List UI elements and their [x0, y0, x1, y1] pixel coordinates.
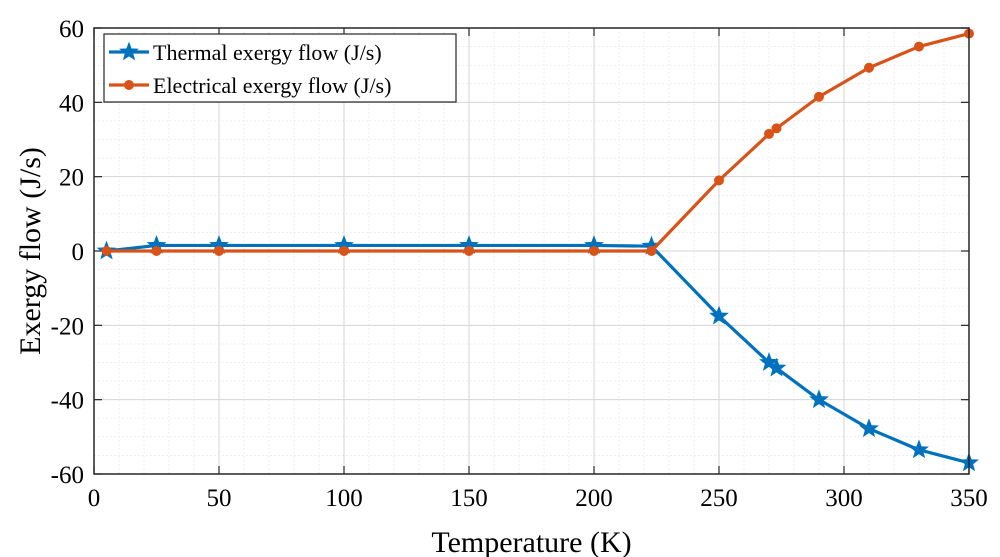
data-point-star [859, 418, 879, 438]
y-tick-label: -40 [51, 388, 84, 415]
data-point-circle [764, 128, 774, 139]
data-point-star [709, 305, 729, 325]
x-tick-label: 200 [575, 485, 613, 512]
legend-label: Electrical exergy flow (J/s) [153, 73, 391, 98]
x-axis-ticks: 0 50 100 150 200 250 300 350 [88, 28, 988, 512]
x-tick-label: 100 [325, 485, 363, 512]
series-line [106, 243, 970, 465]
y-tick-label: -20 [51, 313, 84, 340]
data-point-star [809, 389, 829, 409]
x-tick-label: 250 [700, 485, 738, 512]
data-point-circle [101, 246, 112, 256]
y-tick-label: -60 [51, 462, 84, 489]
y-tick-label: 60 [59, 16, 84, 43]
series-line [106, 32, 970, 253]
data-point-circle [771, 123, 782, 134]
y-tick-label: 20 [59, 165, 84, 192]
legend-box [103, 33, 457, 103]
data-point-circle [464, 246, 474, 256]
data-point-circle [864, 62, 874, 73]
data-point-circle [814, 91, 824, 102]
data-point-circle [339, 246, 349, 256]
data-point-circle [589, 246, 599, 256]
x-tick-label: 50 [207, 485, 232, 512]
data-point-circle [151, 246, 162, 256]
y-tick-label: 0 [72, 239, 85, 266]
legend-marker [124, 80, 134, 90]
data-point-circle [714, 175, 724, 186]
x-tick-label: 0 [88, 485, 101, 512]
legend: Thermal exergy flow (J/s) Electrical exer… [103, 33, 457, 103]
data-point-star [766, 357, 787, 377]
x-tick-label: 300 [825, 485, 863, 512]
data-point-circle [914, 41, 924, 52]
data-point-circle [646, 246, 657, 256]
plot-frame [93, 27, 970, 475]
legend-label: Thermal exergy flow (J/s) [153, 40, 382, 65]
series-electrical [101, 28, 974, 256]
data-series [96, 28, 979, 472]
data-point-circle [214, 246, 224, 256]
y-axis-title: Exergy flow (J/s) [14, 147, 47, 355]
y-tick-label: 40 [59, 90, 84, 117]
x-tick-label: 150 [450, 485, 488, 512]
data-point-star [909, 439, 929, 459]
x-tick-label: 350 [950, 485, 988, 512]
legend-marker [119, 41, 139, 61]
x-axis-title: Temperature (K) [431, 526, 631, 557]
